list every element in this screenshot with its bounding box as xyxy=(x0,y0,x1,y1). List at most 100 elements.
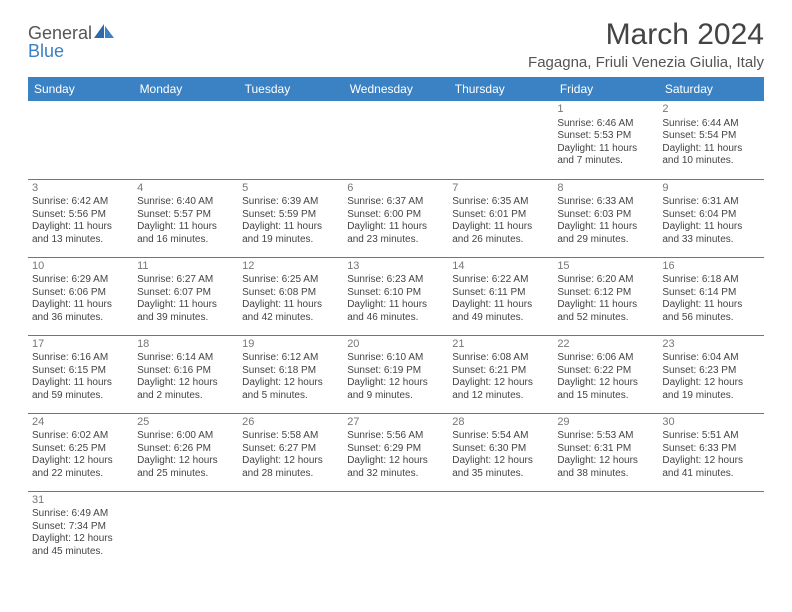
calendar-cell: 1Sunrise: 6:46 AMSunset: 5:53 PMDaylight… xyxy=(553,101,658,179)
daylight-line: and 5 minutes. xyxy=(242,390,339,403)
calendar-week-row: 31Sunrise: 6:49 AMSunset: 7:34 PMDayligh… xyxy=(28,491,764,569)
daylight-line: Daylight: 12 hours xyxy=(557,377,654,390)
daylight-line: and 56 minutes. xyxy=(662,312,759,325)
day-number: 19 xyxy=(242,338,339,352)
sunrise-line: Sunrise: 5:58 AM xyxy=(242,430,339,443)
daylight-line: Daylight: 12 hours xyxy=(32,533,129,546)
calendar-cell: 9Sunrise: 6:31 AMSunset: 6:04 PMDaylight… xyxy=(658,179,763,257)
daylight-line: Daylight: 12 hours xyxy=(452,377,549,390)
day-number: 15 xyxy=(557,260,654,274)
sunrise-line: Sunrise: 5:56 AM xyxy=(347,430,444,443)
sunset-line: Sunset: 6:22 PM xyxy=(557,365,654,378)
sunrise-line: Sunrise: 6:42 AM xyxy=(32,196,129,209)
day-number: 28 xyxy=(452,416,549,430)
sunset-line: Sunset: 6:01 PM xyxy=(452,209,549,222)
daylight-line: and 12 minutes. xyxy=(452,390,549,403)
calendar-cell: 30Sunrise: 5:51 AMSunset: 6:33 PMDayligh… xyxy=(658,413,763,491)
sunrise-line: Sunrise: 5:51 AM xyxy=(662,430,759,443)
page-header: General Blue March 2024 Fagagna, Friuli … xyxy=(28,18,764,71)
daylight-line: Daylight: 12 hours xyxy=(242,455,339,468)
sunrise-line: Sunrise: 6:37 AM xyxy=(347,196,444,209)
day-number: 20 xyxy=(347,338,444,352)
daylight-line: and 9 minutes. xyxy=(347,390,444,403)
daylight-line: and 19 minutes. xyxy=(242,234,339,247)
calendar-cell: 16Sunrise: 6:18 AMSunset: 6:14 PMDayligh… xyxy=(658,257,763,335)
daylight-line: Daylight: 11 hours xyxy=(347,299,444,312)
sunset-line: Sunset: 5:56 PM xyxy=(32,209,129,222)
sunset-line: Sunset: 6:25 PM xyxy=(32,443,129,456)
sunset-line: Sunset: 6:29 PM xyxy=(347,443,444,456)
sunset-line: Sunset: 6:00 PM xyxy=(347,209,444,222)
sunset-line: Sunset: 5:57 PM xyxy=(137,209,234,222)
calendar-cell: 24Sunrise: 6:02 AMSunset: 6:25 PMDayligh… xyxy=(28,413,133,491)
daylight-line: and 10 minutes. xyxy=(662,155,759,168)
daylight-line: and 32 minutes. xyxy=(347,468,444,481)
day-header: Saturday xyxy=(658,77,763,101)
sunrise-line: Sunrise: 6:39 AM xyxy=(242,196,339,209)
daylight-line: and 35 minutes. xyxy=(452,468,549,481)
day-number: 18 xyxy=(137,338,234,352)
sunrise-line: Sunrise: 6:49 AM xyxy=(32,508,129,521)
day-number: 11 xyxy=(137,260,234,274)
daylight-line: Daylight: 12 hours xyxy=(347,377,444,390)
day-header: Friday xyxy=(553,77,658,101)
sunset-line: Sunset: 6:18 PM xyxy=(242,365,339,378)
calendar-cell: 31Sunrise: 6:49 AMSunset: 7:34 PMDayligh… xyxy=(28,491,133,569)
sunset-line: Sunset: 6:04 PM xyxy=(662,209,759,222)
sunset-line: Sunset: 6:19 PM xyxy=(347,365,444,378)
daylight-line: and 13 minutes. xyxy=(32,234,129,247)
day-number: 5 xyxy=(242,182,339,196)
calendar-cell xyxy=(238,101,343,179)
sunrise-line: Sunrise: 6:00 AM xyxy=(137,430,234,443)
daylight-line: and 2 minutes. xyxy=(137,390,234,403)
daylight-line: and 36 minutes. xyxy=(32,312,129,325)
daylight-line: and 16 minutes. xyxy=(137,234,234,247)
day-number: 27 xyxy=(347,416,444,430)
calendar-cell: 19Sunrise: 6:12 AMSunset: 6:18 PMDayligh… xyxy=(238,335,343,413)
daylight-line: and 26 minutes. xyxy=(452,234,549,247)
daylight-line: and 25 minutes. xyxy=(137,468,234,481)
calendar-cell: 17Sunrise: 6:16 AMSunset: 6:15 PMDayligh… xyxy=(28,335,133,413)
day-number: 4 xyxy=(137,182,234,196)
daylight-line: and 52 minutes. xyxy=(557,312,654,325)
brand-logo: General Blue xyxy=(28,24,115,60)
calendar-cell: 13Sunrise: 6:23 AMSunset: 6:10 PMDayligh… xyxy=(343,257,448,335)
day-number: 3 xyxy=(32,182,129,196)
daylight-line: Daylight: 11 hours xyxy=(557,299,654,312)
sunset-line: Sunset: 6:03 PM xyxy=(557,209,654,222)
daylight-line: and 29 minutes. xyxy=(557,234,654,247)
daylight-line: Daylight: 12 hours xyxy=(137,455,234,468)
daylight-line: Daylight: 11 hours xyxy=(452,299,549,312)
daylight-line: Daylight: 11 hours xyxy=(32,221,129,234)
day-number: 9 xyxy=(662,182,759,196)
day-number: 22 xyxy=(557,338,654,352)
daylight-line: Daylight: 11 hours xyxy=(557,221,654,234)
day-number: 1 xyxy=(557,103,654,117)
calendar-page: General Blue March 2024 Fagagna, Friuli … xyxy=(0,0,792,579)
daylight-line: and 59 minutes. xyxy=(32,390,129,403)
calendar-cell xyxy=(133,491,238,569)
title-block: March 2024 Fagagna, Friuli Venezia Giuli… xyxy=(528,18,764,71)
sunrise-line: Sunrise: 6:46 AM xyxy=(557,118,654,131)
sail-icon xyxy=(93,23,115,39)
daylight-line: Daylight: 11 hours xyxy=(242,221,339,234)
daylight-line: Daylight: 11 hours xyxy=(557,143,654,156)
day-number: 10 xyxy=(32,260,129,274)
sunrise-line: Sunrise: 6:40 AM xyxy=(137,196,234,209)
calendar-cell: 10Sunrise: 6:29 AMSunset: 6:06 PMDayligh… xyxy=(28,257,133,335)
day-number: 13 xyxy=(347,260,444,274)
calendar-cell: 7Sunrise: 6:35 AMSunset: 6:01 PMDaylight… xyxy=(448,179,553,257)
sunset-line: Sunset: 6:07 PM xyxy=(137,287,234,300)
daylight-line: and 42 minutes. xyxy=(242,312,339,325)
day-header: Sunday xyxy=(28,77,133,101)
sunset-line: Sunset: 6:10 PM xyxy=(347,287,444,300)
calendar-cell: 29Sunrise: 5:53 AMSunset: 6:31 PMDayligh… xyxy=(553,413,658,491)
daylight-line: and 7 minutes. xyxy=(557,155,654,168)
calendar-cell: 5Sunrise: 6:39 AMSunset: 5:59 PMDaylight… xyxy=(238,179,343,257)
calendar-cell: 8Sunrise: 6:33 AMSunset: 6:03 PMDaylight… xyxy=(553,179,658,257)
calendar-body: 1Sunrise: 6:46 AMSunset: 5:53 PMDaylight… xyxy=(28,101,764,569)
calendar-table: Sunday Monday Tuesday Wednesday Thursday… xyxy=(28,77,764,569)
daylight-line: Daylight: 11 hours xyxy=(347,221,444,234)
calendar-week-row: 17Sunrise: 6:16 AMSunset: 6:15 PMDayligh… xyxy=(28,335,764,413)
month-title: March 2024 xyxy=(528,18,764,52)
